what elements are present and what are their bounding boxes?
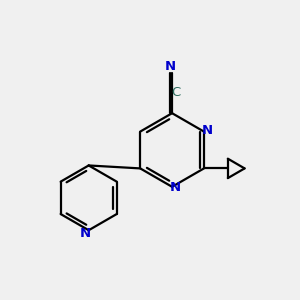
Text: C: C bbox=[171, 86, 181, 99]
Text: N: N bbox=[170, 181, 181, 194]
Text: N: N bbox=[165, 61, 176, 74]
Text: N: N bbox=[202, 124, 213, 137]
Text: N: N bbox=[79, 227, 90, 240]
